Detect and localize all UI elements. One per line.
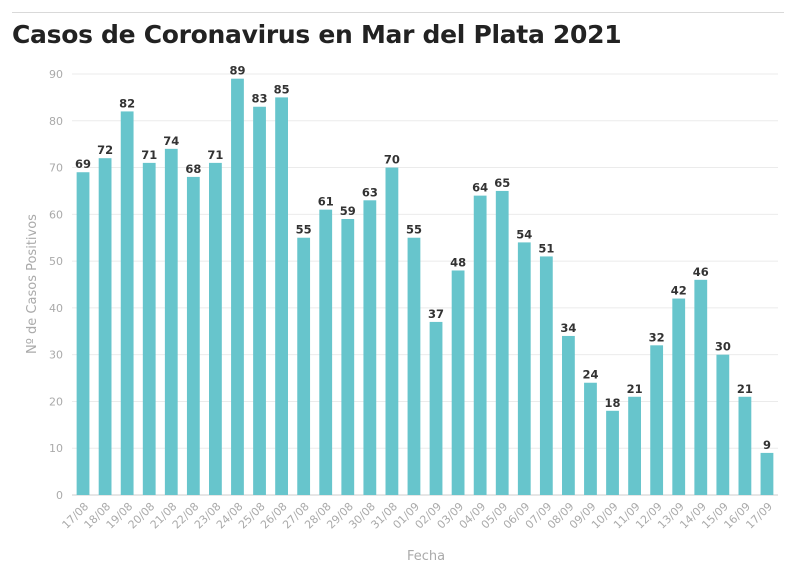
data-label: 55 — [406, 223, 422, 237]
data-label: 54 — [516, 227, 532, 241]
bar — [473, 195, 487, 495]
bar — [650, 345, 664, 495]
bar — [275, 97, 288, 495]
bar — [231, 78, 244, 495]
data-label: 34 — [560, 321, 576, 335]
data-label: 89 — [229, 64, 245, 78]
bar — [341, 219, 355, 495]
data-label: 70 — [384, 153, 400, 167]
y-tick-label: 30 — [49, 349, 63, 362]
y-tick-label: 70 — [49, 162, 63, 175]
data-label: 63 — [362, 185, 378, 199]
data-label: 71 — [141, 148, 157, 162]
bar — [429, 321, 443, 495]
bar — [76, 172, 90, 495]
data-label: 30 — [715, 340, 731, 354]
bar — [319, 209, 333, 495]
data-label: 21 — [737, 382, 753, 396]
data-label: 51 — [538, 241, 554, 255]
y-tick-label: 80 — [49, 115, 63, 128]
data-label: 85 — [274, 82, 290, 96]
y-tick-label: 10 — [49, 442, 63, 455]
data-label: 61 — [318, 195, 334, 209]
y-axis-ticks: 0 10 20 30 40 50 60 70 80 90 — [49, 68, 63, 502]
x-axis-title: Fecha — [407, 549, 445, 564]
data-label: 74 — [163, 134, 179, 148]
bar — [495, 190, 509, 495]
data-label: 65 — [494, 176, 510, 190]
y-tick-label: 60 — [49, 208, 63, 221]
chart-title: Casos de Coronavirus en Mar del Plata 20… — [12, 20, 622, 49]
y-tick-label: 50 — [49, 255, 63, 268]
data-label: 83 — [252, 92, 268, 106]
bar — [628, 396, 641, 495]
bar — [98, 158, 112, 495]
data-label: 9 — [763, 438, 771, 452]
bar — [539, 256, 553, 495]
data-label: 42 — [671, 284, 687, 298]
bar — [142, 162, 156, 495]
data-label: 32 — [649, 330, 665, 344]
data-label: 46 — [693, 265, 709, 279]
data-label: 82 — [119, 96, 135, 110]
data-label: 18 — [605, 396, 621, 410]
bars — [76, 78, 774, 496]
data-label: 37 — [428, 307, 444, 321]
bar — [517, 242, 531, 495]
bar — [120, 111, 134, 495]
y-tick-label: 0 — [56, 489, 63, 502]
y-tick-label: 40 — [49, 302, 63, 315]
bar — [694, 279, 708, 495]
bar — [164, 148, 178, 495]
bar — [385, 167, 399, 496]
data-label: 59 — [340, 204, 356, 218]
bar — [716, 354, 730, 495]
data-label: 71 — [207, 148, 223, 162]
data-label: 24 — [582, 368, 598, 382]
data-label: 21 — [627, 382, 643, 396]
top-divider — [12, 12, 784, 13]
bar — [738, 396, 752, 495]
data-labels: 69 72 82 71 74 68 71 89 83 85 55 61 59 63 70 55 37 48 64 65… — [75, 64, 771, 452]
bar — [297, 237, 311, 495]
y-axis-title: Nº de Casos Positivos — [25, 214, 40, 354]
bar — [672, 298, 686, 495]
data-label: 48 — [450, 255, 466, 269]
bar — [209, 162, 222, 495]
bar — [760, 452, 774, 495]
bar — [407, 237, 421, 495]
data-label: 64 — [472, 181, 488, 195]
bar — [451, 270, 465, 495]
x-axis-ticks: 17/0818/0819/0820/0821/0822/0823/0824/08… — [60, 500, 776, 532]
bar — [606, 410, 619, 495]
data-label: 68 — [185, 162, 201, 176]
bar — [562, 335, 575, 495]
data-label: 69 — [75, 157, 91, 171]
data-label: 55 — [296, 223, 312, 237]
y-tick-label: 20 — [49, 395, 63, 408]
bar — [584, 382, 597, 495]
data-label: 72 — [97, 143, 113, 157]
y-tick-label: 90 — [49, 68, 63, 81]
bar — [363, 200, 377, 496]
bar — [186, 176, 200, 495]
bar — [253, 106, 266, 495]
